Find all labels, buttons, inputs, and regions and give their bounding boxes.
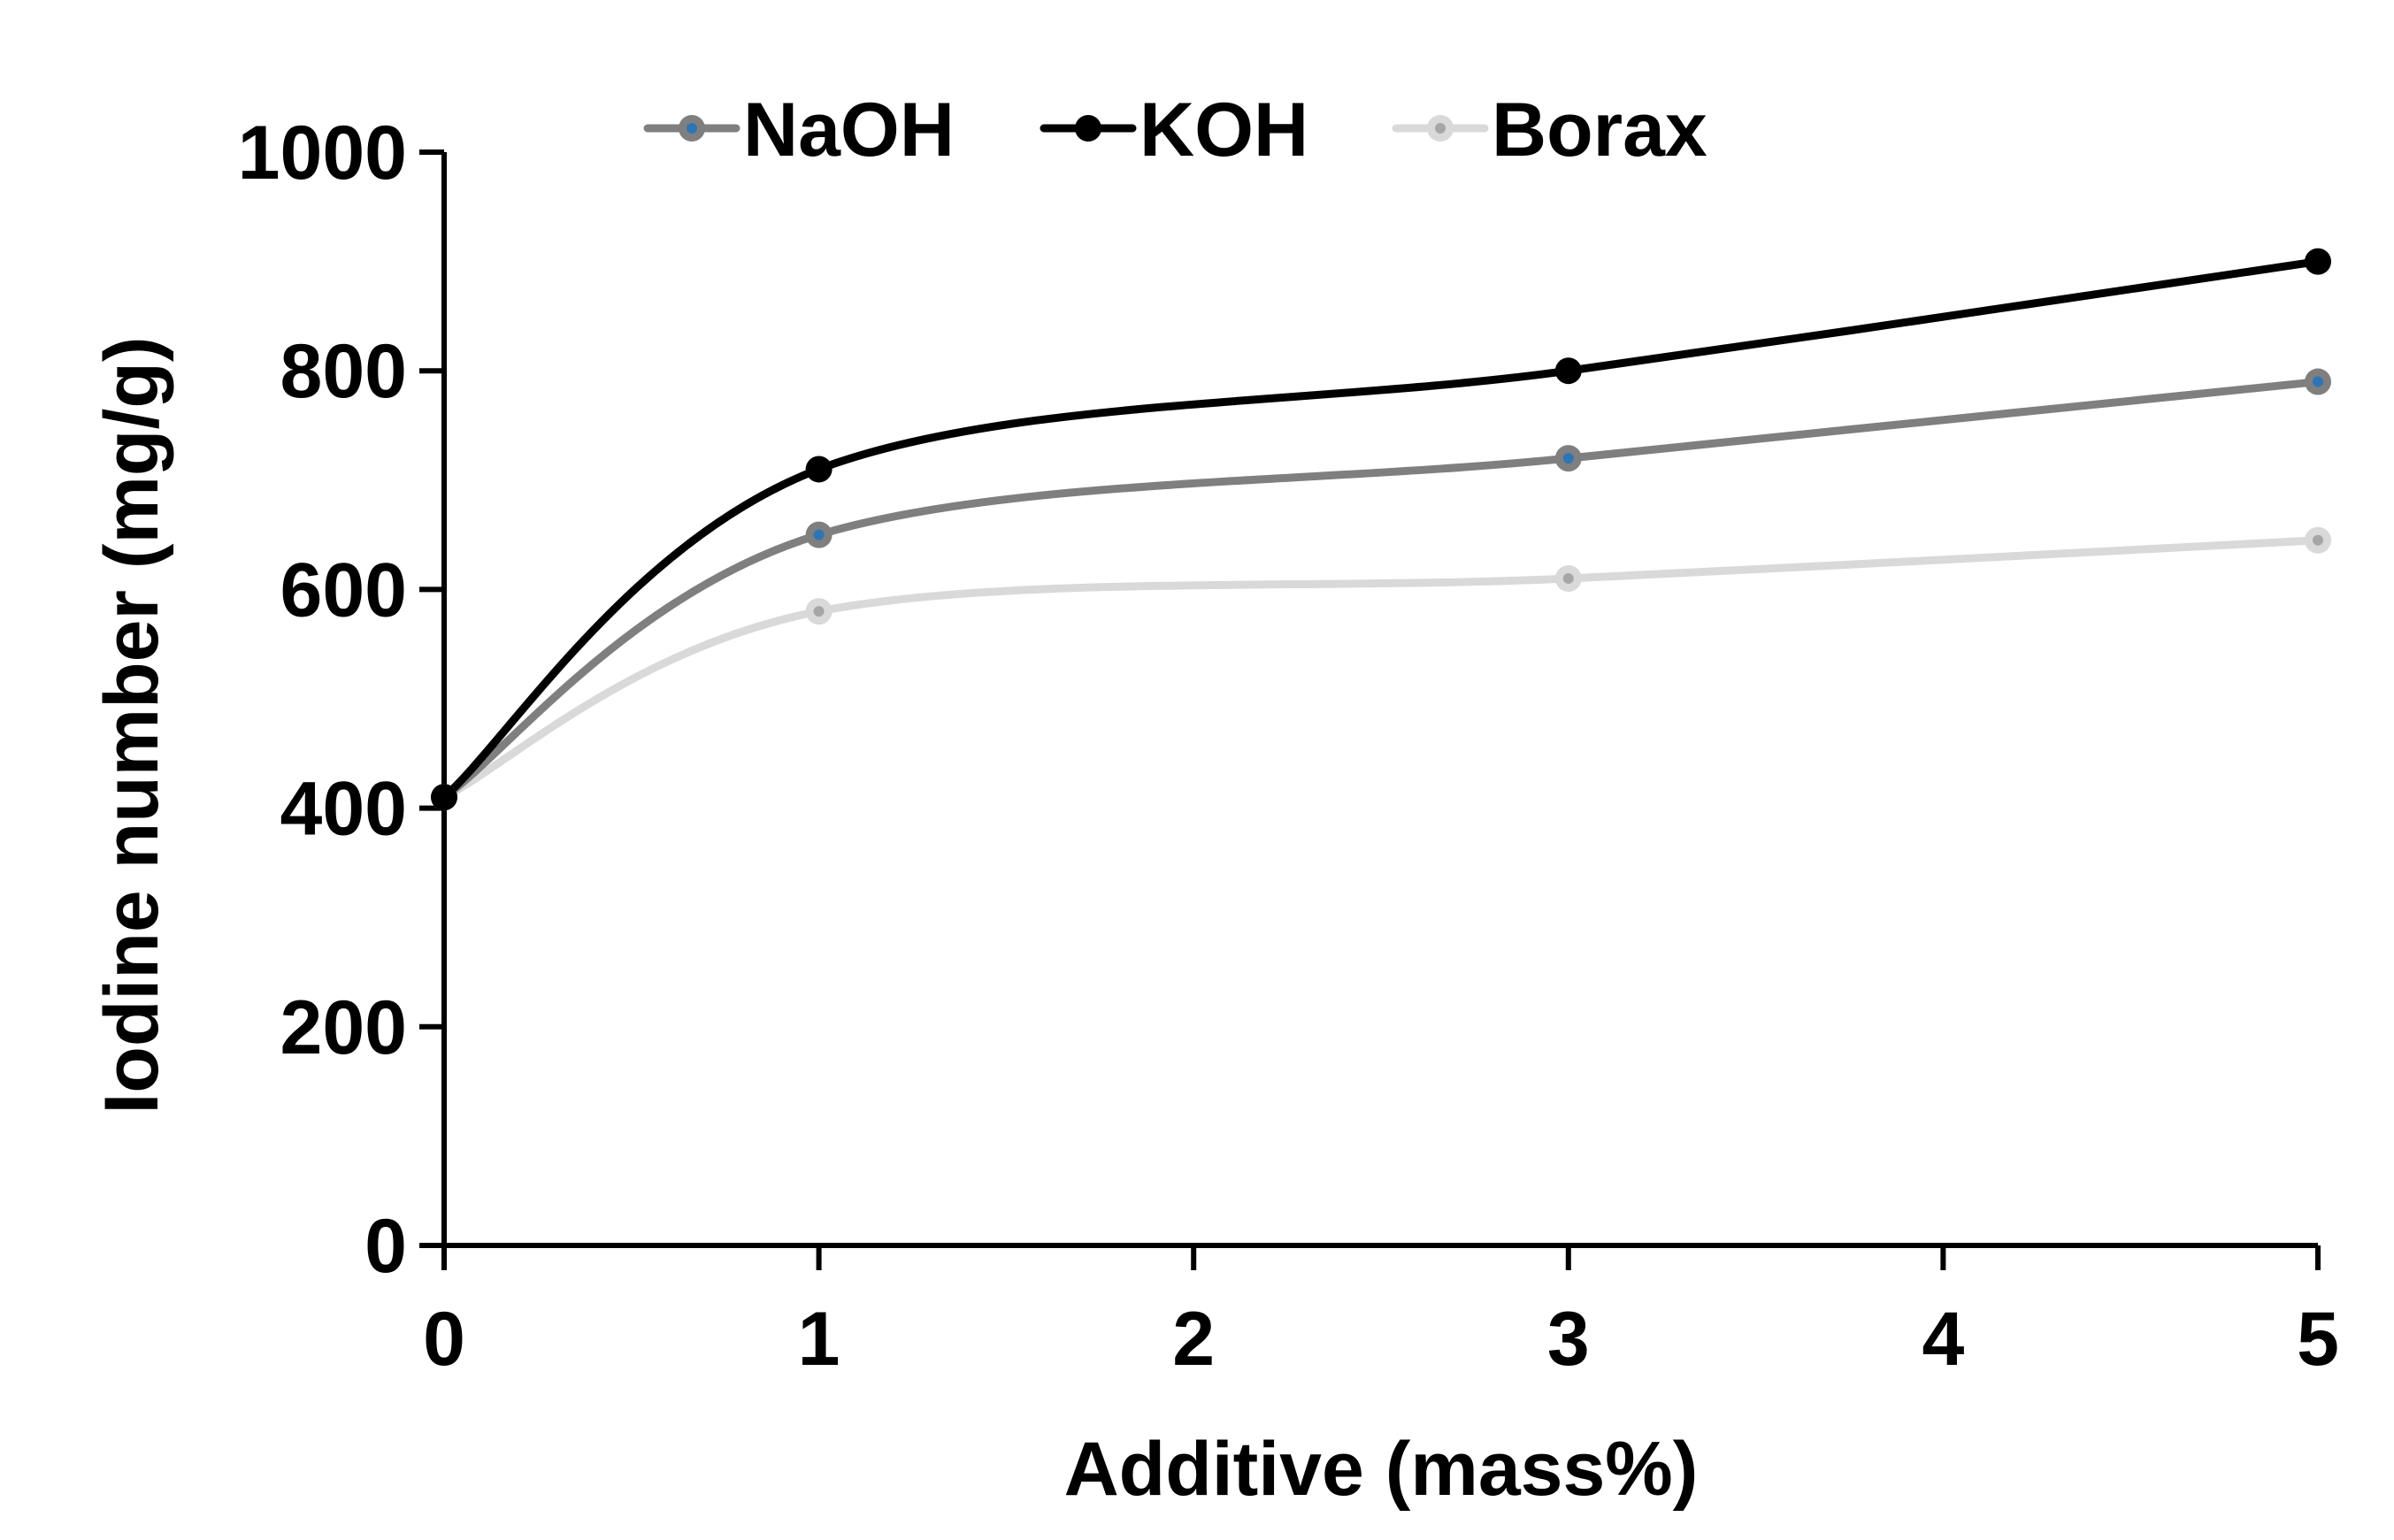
y-tick-label: 0 xyxy=(364,1204,407,1289)
x-tick-label: 2 xyxy=(1172,1297,1215,1382)
y-axis-title: Iodine number (mg/g) xyxy=(89,336,174,1114)
series-lines xyxy=(440,257,2322,801)
x-tick-label: 0 xyxy=(423,1297,465,1382)
x-tick-label: 3 xyxy=(1547,1297,1590,1382)
y-tick-label: 800 xyxy=(280,329,408,414)
data-markers xyxy=(431,248,2331,811)
legend: NaOH KOH Borax xyxy=(643,88,1707,172)
legend-label-koh: KOH xyxy=(1139,88,1308,172)
legend-item-naoh: NaOH xyxy=(643,88,955,172)
y-tick-label: 600 xyxy=(280,548,408,632)
tick-labels: 0 200 400 600 800 1000 0 1 2 3 4 5 xyxy=(238,111,2339,1382)
legend-label-borax: Borax xyxy=(1492,88,1707,172)
axes xyxy=(419,149,2321,1270)
legend-swatch-center xyxy=(1083,123,1093,134)
series-line-koh xyxy=(440,257,2322,801)
y-tick-label: 1000 xyxy=(238,111,407,195)
data-point-center-borax xyxy=(1562,573,1574,585)
data-point-center-koh xyxy=(813,464,825,475)
y-tick-label: 200 xyxy=(280,985,408,1070)
data-point-center-naoh xyxy=(2313,376,2323,387)
data-point-center-borax xyxy=(813,606,825,617)
legend-label-naoh: NaOH xyxy=(743,88,955,172)
legend-item-borax: Borax xyxy=(1392,88,1707,172)
data-point-center-koh xyxy=(1562,365,1574,377)
series-line-borax xyxy=(440,536,2322,801)
series-line-naoh xyxy=(440,378,2322,801)
legend-item-koh: KOH xyxy=(1040,88,1308,172)
data-point-center-koh xyxy=(439,792,449,803)
data-point-center-koh xyxy=(2313,256,2323,267)
x-tick-label: 5 xyxy=(2297,1297,2339,1382)
y-tick-label: 400 xyxy=(280,767,408,852)
data-point-center-naoh xyxy=(813,529,825,540)
x-tick-label: 4 xyxy=(1922,1297,1964,1382)
data-point-center-naoh xyxy=(1562,453,1574,464)
legend-swatch-center xyxy=(687,123,697,134)
data-point-center-borax xyxy=(2313,534,2323,546)
legend-swatch-center xyxy=(1435,123,1446,134)
x-axis-title: Additive (mass%) xyxy=(1064,1427,1699,1512)
x-tick-label: 1 xyxy=(798,1297,840,1382)
